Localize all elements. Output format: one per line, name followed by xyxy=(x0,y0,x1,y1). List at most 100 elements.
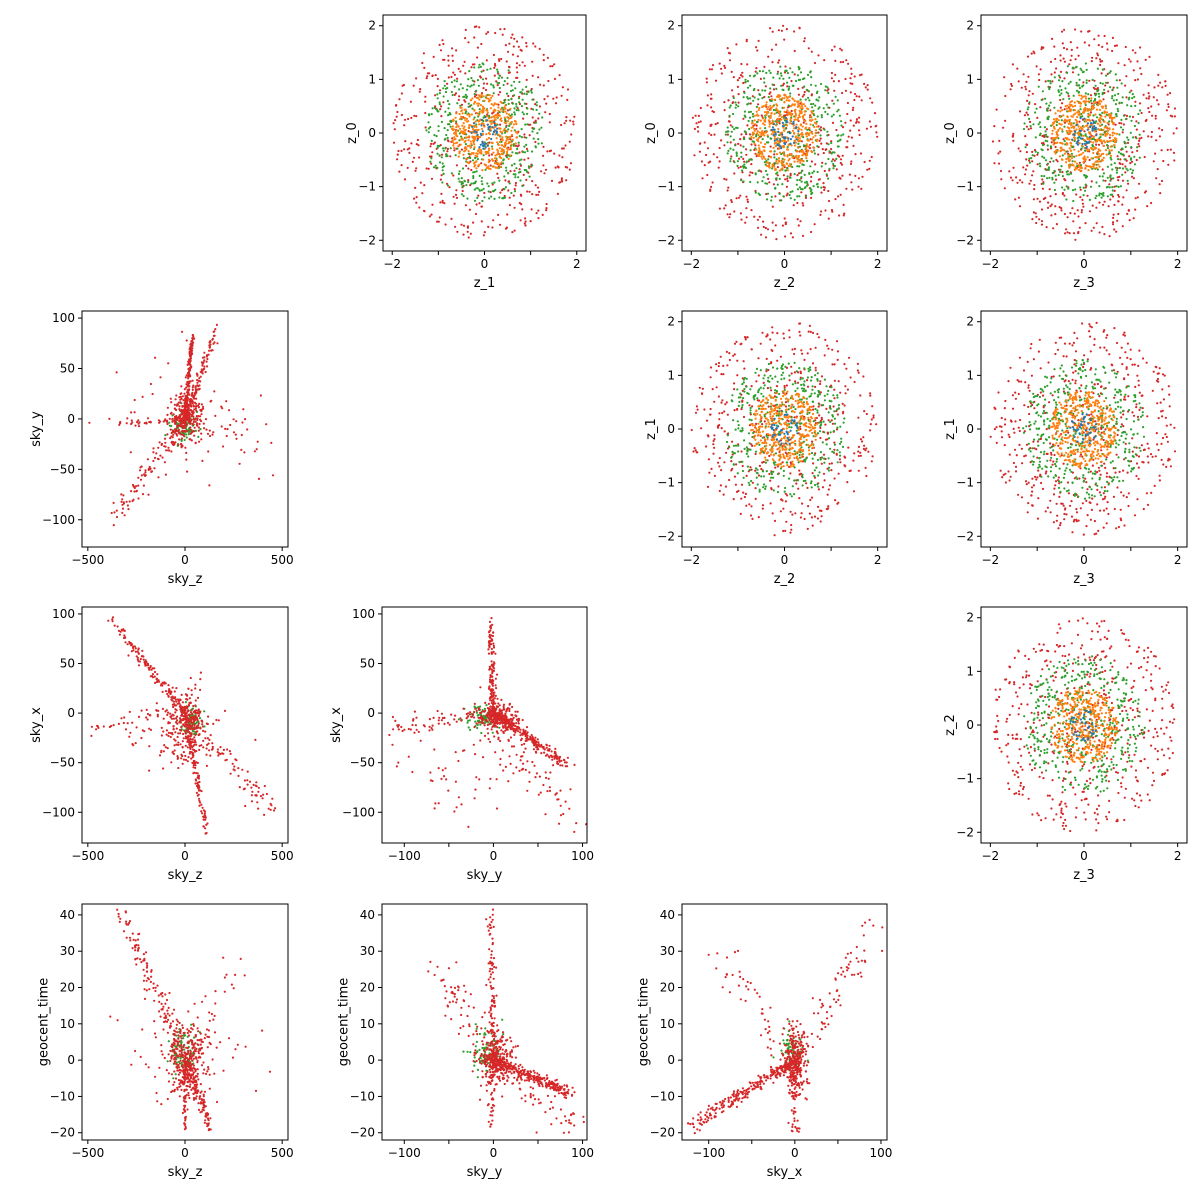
data-point-series-0 xyxy=(516,107,519,110)
data-point-series-0 xyxy=(454,193,458,196)
data-point-series-0 xyxy=(408,151,411,154)
data-point-series-6 xyxy=(181,426,185,429)
data-point-series-1 xyxy=(1112,99,1115,102)
data-point-series-6 xyxy=(166,413,169,416)
data-point-series-2 xyxy=(500,144,503,147)
data-point-series-0 xyxy=(703,141,706,144)
data-point-series-0 xyxy=(717,166,720,169)
data-point-series-0 xyxy=(757,103,760,106)
data-point-series-1 xyxy=(1078,84,1081,87)
data-point-series-0 xyxy=(440,174,443,177)
data-point-series-1 xyxy=(471,107,474,110)
data-point-series-0 xyxy=(542,164,545,167)
data-point-series-0 xyxy=(1040,223,1044,226)
data-point-series-1 xyxy=(786,81,789,84)
data-point-series-1 xyxy=(837,108,840,111)
data-point-series-0 xyxy=(168,424,171,427)
data-point-series-2 xyxy=(806,131,809,134)
data-point-series-0 xyxy=(763,65,766,68)
data-point-series-2 xyxy=(1097,150,1100,153)
data-point-series-0 xyxy=(418,206,421,209)
data-point-series-2 xyxy=(496,151,500,155)
data-point-series-0 xyxy=(1036,197,1039,200)
data-point-series-0 xyxy=(168,421,171,424)
data-point-series-2 xyxy=(1059,150,1062,153)
data-point-series-3 xyxy=(487,126,491,129)
data-point-series-0 xyxy=(742,117,745,120)
data-point-series-0 xyxy=(1173,115,1176,118)
data-point-series-1 xyxy=(1098,192,1101,195)
data-point-series-2 xyxy=(1106,140,1109,143)
data-point-series-1 xyxy=(191,342,194,345)
data-point-series-2 xyxy=(759,141,763,144)
data-point-series-1 xyxy=(1106,176,1109,179)
data-point-series-1 xyxy=(515,102,518,106)
data-point-series-0 xyxy=(696,125,699,129)
data-point-series-2 xyxy=(1051,132,1054,135)
data-point-series-0 xyxy=(545,102,548,105)
data-point-series-0 xyxy=(1003,76,1006,79)
data-point-series-1 xyxy=(1109,176,1112,179)
data-point-series-0 xyxy=(850,72,853,75)
data-point-series-3 xyxy=(137,497,140,500)
data-point-series-3 xyxy=(773,139,776,142)
data-point-series-0 xyxy=(1027,128,1030,131)
data-point-series-2 xyxy=(1072,113,1075,116)
data-point-series-2 xyxy=(781,163,785,166)
data-point-series-5 xyxy=(241,421,244,424)
data-point-series-0 xyxy=(1111,36,1114,40)
data-point-series-2 xyxy=(806,107,809,110)
data-point-series-2 xyxy=(466,161,469,164)
data-point-series-1 xyxy=(1120,101,1123,104)
data-point-series-0 xyxy=(506,82,509,85)
data-point-series-0 xyxy=(745,148,748,151)
data-point-series-2 xyxy=(1059,141,1062,144)
data-point-series-0 xyxy=(868,167,871,170)
data-point-series-0 xyxy=(1113,228,1116,231)
data-point-series-0 xyxy=(792,204,795,207)
data-point-series-1 xyxy=(489,67,492,70)
data-point-series-2 xyxy=(1064,120,1067,123)
data-point-series-1 xyxy=(477,66,480,69)
data-point-series-0 xyxy=(472,221,475,224)
data-point-series-0 xyxy=(1173,107,1177,110)
data-point-series-1 xyxy=(1101,93,1104,96)
data-point-series-1 xyxy=(1099,81,1102,85)
data-point-series-1 xyxy=(188,388,191,391)
data-point-series-0 xyxy=(1092,86,1095,89)
data-point-series-0 xyxy=(456,230,459,233)
data-point-series-2 xyxy=(776,162,779,165)
data-point-series-2 xyxy=(462,153,465,156)
data-point-series-1 xyxy=(786,72,790,75)
data-point-series-2 xyxy=(1092,141,1095,144)
data-point-series-0 xyxy=(748,133,752,136)
data-point-series-0 xyxy=(509,170,512,173)
data-point-series-5 xyxy=(240,448,243,451)
x-tick-label: −2 xyxy=(682,257,700,271)
data-point-series-0 xyxy=(561,147,564,150)
data-point-series-0 xyxy=(415,143,418,146)
data-point-series-0 xyxy=(1041,187,1044,190)
data-point-series-1 xyxy=(826,130,829,133)
data-point-series-0 xyxy=(505,60,508,63)
data-point-series-3 xyxy=(113,511,116,514)
data-point-series-2 xyxy=(1093,100,1096,104)
data-point-series-1 xyxy=(1109,174,1112,177)
data-point-series-2 xyxy=(476,102,479,105)
data-point-series-2 xyxy=(1066,115,1069,118)
data-point-series-0 xyxy=(1055,67,1058,70)
data-point-series-2 xyxy=(753,127,756,130)
data-point-series-1 xyxy=(796,74,800,77)
data-point-series-1 xyxy=(185,400,188,403)
data-point-series-0 xyxy=(839,193,842,196)
data-point-series-0 xyxy=(486,30,490,34)
data-point-series-0 xyxy=(1060,209,1063,212)
data-point-series-0 xyxy=(543,172,546,175)
data-point-series-0 xyxy=(1139,67,1142,70)
data-point-series-2 xyxy=(1098,139,1101,142)
data-point-series-2 xyxy=(1053,150,1056,153)
data-point-series-2 xyxy=(463,129,466,132)
data-point-series-1 xyxy=(1128,115,1131,118)
data-point-series-1 xyxy=(825,103,828,106)
data-point-series-1 xyxy=(735,103,738,106)
